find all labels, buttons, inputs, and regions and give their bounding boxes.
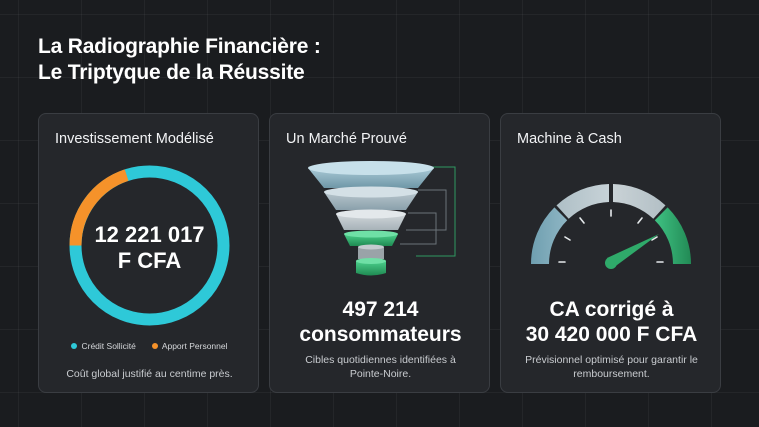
donut-segment-apport xyxy=(69,169,129,246)
page-title: La Radiographie Financière : Le Triptyqu… xyxy=(38,34,321,86)
investment-total-value: 12 221 017 F CFA xyxy=(39,222,260,274)
market-description-line-1: Cibles quotidiennes identifiées à xyxy=(305,354,456,366)
cash-description-line-1: Prévisionnel optimisé pour garantir le xyxy=(525,354,698,366)
investment-description: Coût global justifié au centime près. xyxy=(66,368,233,380)
investment-legend: Crédit Sollicité Apport Personnel xyxy=(39,341,260,351)
investment-card: Investissement Modélisé 12 221 017 F CFA… xyxy=(38,113,259,393)
legend-dot-credit xyxy=(71,343,78,349)
market-value-line-1: 497 214 xyxy=(342,298,419,321)
gauge-icon xyxy=(531,184,691,269)
cash-value-line-2: 30 420 000 F CFA xyxy=(525,323,698,346)
cash-card-title: Machine à Cash xyxy=(517,131,622,147)
investment-value-line-2: F CFA xyxy=(117,248,182,273)
legend-dot-apport xyxy=(151,343,158,349)
market-description: Cibles quotidiennes identifiées à Pointe… xyxy=(270,353,491,381)
legend-item-credit: Crédit Sollicité xyxy=(71,341,136,351)
cash-description: Prévisionnel optimisé pour garantir le r… xyxy=(501,353,722,381)
cash-description-line-2: remboursement. xyxy=(573,368,650,380)
legend-item-apport: Apport Personnel xyxy=(151,341,228,351)
legend-label-credit: Crédit Sollicité xyxy=(81,341,136,351)
cash-value-line-1: CA corrigé à xyxy=(549,298,674,321)
investment-donut-chart xyxy=(69,165,230,326)
funnel-icon xyxy=(308,161,456,276)
cash-revenue-value: CA corrigé à 30 420 000 F CFA xyxy=(501,297,722,347)
legend-label-apport: Apport Personnel xyxy=(161,341,228,351)
market-card: Un Marché Prouvé xyxy=(269,113,490,393)
market-consumer-count: 497 214 consommateurs xyxy=(270,297,491,347)
market-value-line-2: consommateurs xyxy=(299,323,462,346)
market-description-line-2: Pointe-Noire. xyxy=(349,368,412,380)
investment-card-title: Investissement Modélisé xyxy=(55,131,214,147)
investment-value-line-1: 12 221 017 xyxy=(94,222,205,247)
title-line-2: Le Triptyque de la Réussite xyxy=(38,61,305,84)
market-card-title: Un Marché Prouvé xyxy=(286,131,407,147)
title-line-1: La Radiographie Financière : xyxy=(38,35,321,58)
cash-card: Machine à Cash xyxy=(500,113,721,393)
